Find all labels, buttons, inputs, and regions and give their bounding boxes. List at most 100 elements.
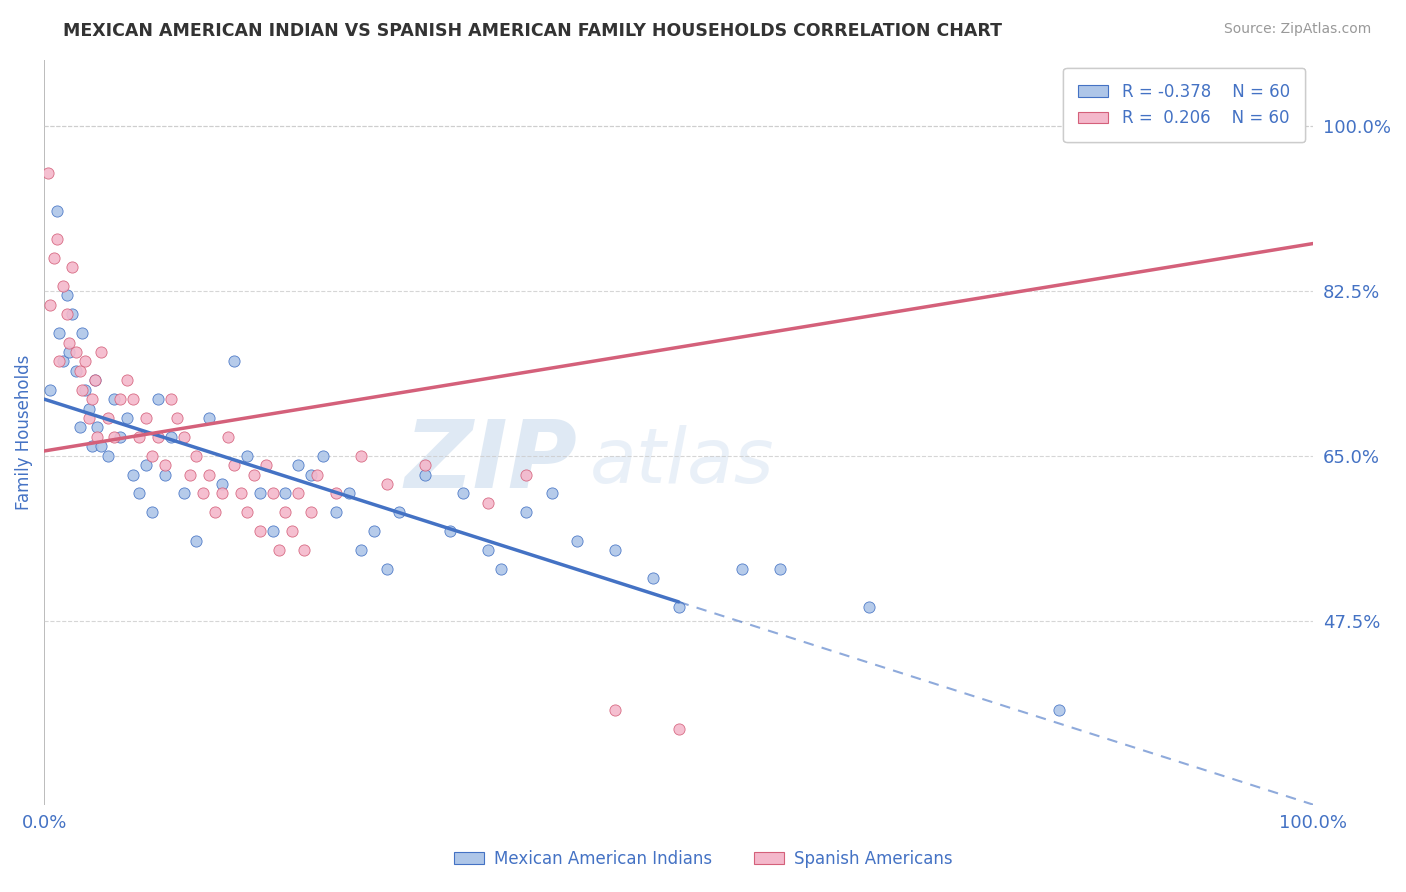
Point	[90, 439, 112, 453]
Point	[82, 439, 104, 453]
Point	[1049, 703, 1071, 717]
Legend: R = -0.378    N = 60, R =  0.206    N = 60: R = -0.378 N = 60, R = 0.206 N = 60	[1063, 68, 1305, 142]
Point	[236, 449, 259, 463]
Point	[363, 524, 385, 538]
Point	[39, 298, 62, 312]
Point	[60, 260, 83, 274]
Point	[82, 392, 104, 406]
Point	[375, 477, 398, 491]
Point	[413, 458, 436, 472]
Point	[160, 392, 183, 406]
Point	[305, 467, 328, 482]
Point	[858, 599, 880, 614]
Point	[48, 326, 70, 340]
Point	[97, 449, 120, 463]
Point	[148, 392, 170, 406]
Point	[249, 486, 271, 500]
Point	[60, 307, 83, 321]
Point	[211, 477, 233, 491]
Point	[229, 486, 252, 500]
Point	[56, 307, 79, 321]
Point	[110, 430, 132, 444]
Point	[198, 411, 221, 425]
Text: ZIP: ZIP	[405, 416, 576, 508]
Text: atlas: atlas	[591, 425, 775, 499]
Point	[643, 571, 665, 585]
Point	[292, 543, 315, 558]
Point	[115, 373, 138, 387]
Point	[73, 383, 96, 397]
Point	[83, 373, 105, 387]
Point	[179, 467, 201, 482]
Point	[56, 288, 79, 302]
Point	[267, 543, 290, 558]
Point	[236, 505, 259, 519]
Point	[65, 364, 87, 378]
Point	[97, 411, 120, 425]
Point	[90, 345, 112, 359]
Point	[186, 533, 208, 548]
Point	[242, 467, 264, 482]
Point	[45, 203, 67, 218]
Point	[86, 420, 108, 434]
Point	[135, 411, 157, 425]
Point	[166, 411, 188, 425]
Point	[198, 467, 221, 482]
Point	[52, 354, 75, 368]
Text: Source: ZipAtlas.com: Source: ZipAtlas.com	[1223, 22, 1371, 37]
Point	[413, 467, 436, 482]
Point	[70, 383, 93, 397]
Point	[48, 354, 70, 368]
Point	[135, 458, 157, 472]
Legend: Mexican American Indians, Spanish Americans: Mexican American Indians, Spanish Americ…	[447, 844, 959, 875]
Point	[262, 524, 284, 538]
Point	[769, 562, 792, 576]
Point	[280, 524, 302, 538]
Point	[731, 562, 754, 576]
Point	[58, 345, 80, 359]
Point	[141, 505, 163, 519]
Point	[325, 486, 347, 500]
Point	[73, 354, 96, 368]
Point	[337, 486, 360, 500]
Point	[115, 411, 138, 425]
Point	[274, 486, 297, 500]
Point	[439, 524, 461, 538]
Point	[540, 486, 562, 500]
Point	[69, 364, 91, 378]
Point	[141, 449, 163, 463]
Point	[44, 251, 66, 265]
Point	[204, 505, 226, 519]
Point	[83, 373, 105, 387]
Point	[515, 467, 537, 482]
Point	[312, 449, 335, 463]
Point	[86, 430, 108, 444]
Point	[668, 723, 690, 737]
Point	[388, 505, 411, 519]
Point	[565, 533, 588, 548]
Point	[211, 486, 233, 500]
Point	[515, 505, 537, 519]
Point	[160, 430, 183, 444]
Point	[45, 232, 67, 246]
Point	[287, 486, 309, 500]
Point	[37, 166, 59, 180]
Point	[103, 392, 125, 406]
Point	[477, 543, 499, 558]
Point	[350, 543, 373, 558]
Point	[325, 505, 347, 519]
Point	[451, 486, 474, 500]
Point	[69, 420, 91, 434]
Point	[274, 505, 297, 519]
Text: MEXICAN AMERICAN INDIAN VS SPANISH AMERICAN FAMILY HOUSEHOLDS CORRELATION CHART: MEXICAN AMERICAN INDIAN VS SPANISH AMERI…	[63, 22, 1002, 40]
Point	[287, 458, 309, 472]
Point	[65, 345, 87, 359]
Point	[605, 703, 627, 717]
Point	[477, 496, 499, 510]
Point	[58, 335, 80, 350]
Point	[122, 392, 145, 406]
Point	[103, 430, 125, 444]
Point	[148, 430, 170, 444]
Point	[249, 524, 271, 538]
Point	[173, 430, 195, 444]
